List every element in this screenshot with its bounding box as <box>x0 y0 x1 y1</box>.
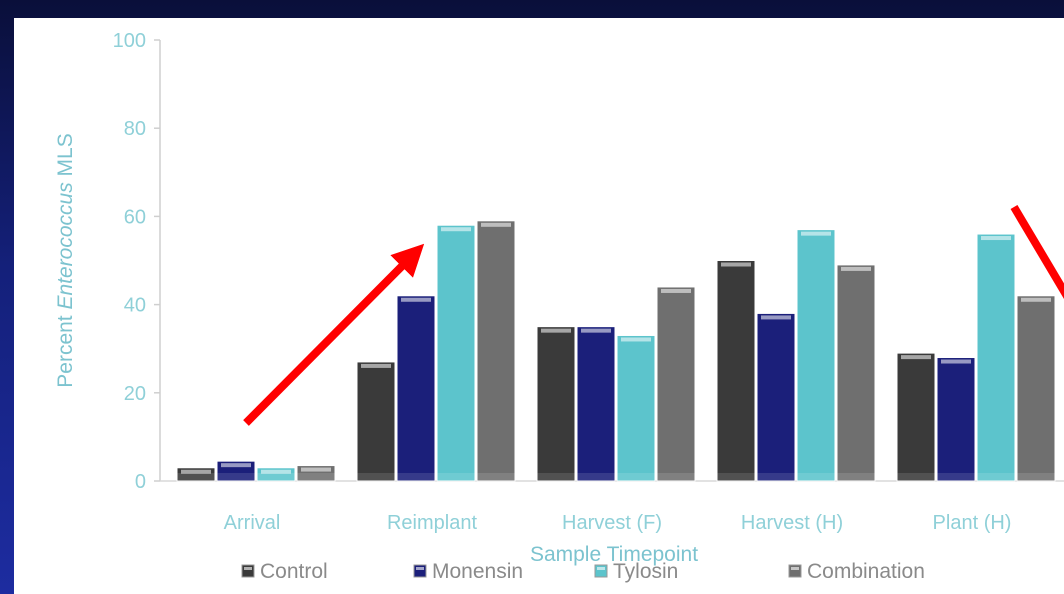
bar-base <box>257 473 295 481</box>
bar-base <box>977 473 1015 481</box>
bar-control-2 <box>536 326 576 482</box>
bar-highlight <box>801 231 831 236</box>
bar-highlight <box>981 236 1011 241</box>
bar-highlight <box>181 469 211 474</box>
bar-combination-3 <box>836 264 876 482</box>
legend-label-monensin: Monensin <box>432 560 523 583</box>
bar-base <box>1017 473 1055 481</box>
bar-base <box>657 473 695 481</box>
legend: Control Monensin Tylosin Combination <box>241 560 925 583</box>
bar-highlight <box>721 262 751 267</box>
bar-combination-4 <box>1016 295 1056 482</box>
bar-highlight <box>841 266 871 271</box>
x-category-label: Harvest (F) <box>562 512 662 534</box>
legend-swatch-highlight <box>791 567 799 570</box>
bar-control-4 <box>896 352 936 482</box>
bar-highlight <box>401 297 431 302</box>
bar-highlight <box>1021 297 1051 302</box>
bar-highlight <box>941 359 971 364</box>
legend-swatch-monensin <box>413 564 427 578</box>
bar-base <box>477 473 515 481</box>
x-category-label: Harvest (H) <box>741 512 843 534</box>
legend-swatch-control <box>241 564 255 578</box>
bar-base <box>937 473 975 481</box>
legend-swatch-highlight <box>597 567 605 570</box>
y-tick-label: 100 <box>113 30 146 52</box>
legend-swatch-highlight <box>416 567 424 570</box>
y-tick-label: 20 <box>124 383 146 405</box>
x-category-label: Reimplant <box>387 512 477 534</box>
bar-highlight <box>541 328 571 333</box>
bar-combination-2 <box>656 286 696 482</box>
arrow-down-annotation <box>1010 204 1064 299</box>
legend-label-control: Control <box>260 560 328 583</box>
bar-base <box>797 473 835 481</box>
bar-highlight <box>221 463 251 468</box>
bar-tylosin-2 <box>616 334 656 482</box>
bar-monensin-3 <box>756 312 796 482</box>
bar-base <box>617 473 655 481</box>
bar-tylosin-1 <box>436 224 476 482</box>
x-category-label: Arrival <box>224 512 281 534</box>
y-tick-label: 80 <box>124 118 146 140</box>
bar-base <box>357 473 395 481</box>
legend-swatch-combination <box>788 564 802 578</box>
legend-label-tylosin: Tylosin <box>613 560 678 583</box>
bar-monensin-4 <box>936 357 976 482</box>
bar-monensin-2 <box>576 326 616 482</box>
y-axis-title: Percent Enterococcus MLS <box>54 133 77 387</box>
y-tick-label: 0 <box>135 471 146 493</box>
bar-base <box>837 473 875 481</box>
y-tick-label: 40 <box>124 295 146 317</box>
annotation-arrows <box>243 204 1064 426</box>
legend-swatch-tylosin <box>594 564 608 578</box>
bar-base <box>897 473 935 481</box>
bar-base <box>217 473 255 481</box>
chart-panel: 0 20 40 60 80 100 Percent Enterococcus MLS Arri… <box>14 18 1064 594</box>
bar-base <box>297 473 335 481</box>
arrow-up-annotation <box>243 243 425 426</box>
bar-base <box>177 473 215 481</box>
x-axis-title: Sample Timepoint <box>530 543 698 566</box>
bar-combination-1 <box>476 220 516 482</box>
legend-label-combination: Combination <box>807 560 925 583</box>
bar-highlight <box>761 315 791 320</box>
labels-group: 0 20 40 60 80 100 Percent Enterococcus MLS Arri… <box>54 30 1011 566</box>
bar-tylosin-4 <box>976 233 1016 482</box>
bar-base <box>757 473 795 481</box>
bar-highlight <box>361 363 391 368</box>
bar-highlight <box>301 467 331 472</box>
bar-chart: 0 20 40 60 80 100 Percent Enterococcus MLS Arri… <box>54 30 1064 583</box>
bar-control-3 <box>716 260 756 482</box>
bar-base <box>577 473 615 481</box>
x-category-label: Plant (H) <box>933 512 1012 534</box>
bar-base <box>537 473 575 481</box>
legend-swatch-highlight <box>244 567 252 570</box>
bar-highlight <box>621 337 651 342</box>
bar-highlight <box>441 227 471 232</box>
bar-base <box>397 473 435 481</box>
bar-monensin-1 <box>396 295 436 482</box>
bar-highlight <box>661 288 691 293</box>
bar-highlight <box>481 222 511 227</box>
bars-group <box>176 220 1056 482</box>
bar-highlight <box>261 469 291 474</box>
bar-base <box>437 473 475 481</box>
bar-highlight <box>581 328 611 333</box>
y-tick-label: 60 <box>124 206 146 228</box>
bar-control-1 <box>356 361 396 482</box>
bar-highlight <box>901 355 931 360</box>
bar-tylosin-3 <box>796 229 836 482</box>
bar-base <box>717 473 755 481</box>
